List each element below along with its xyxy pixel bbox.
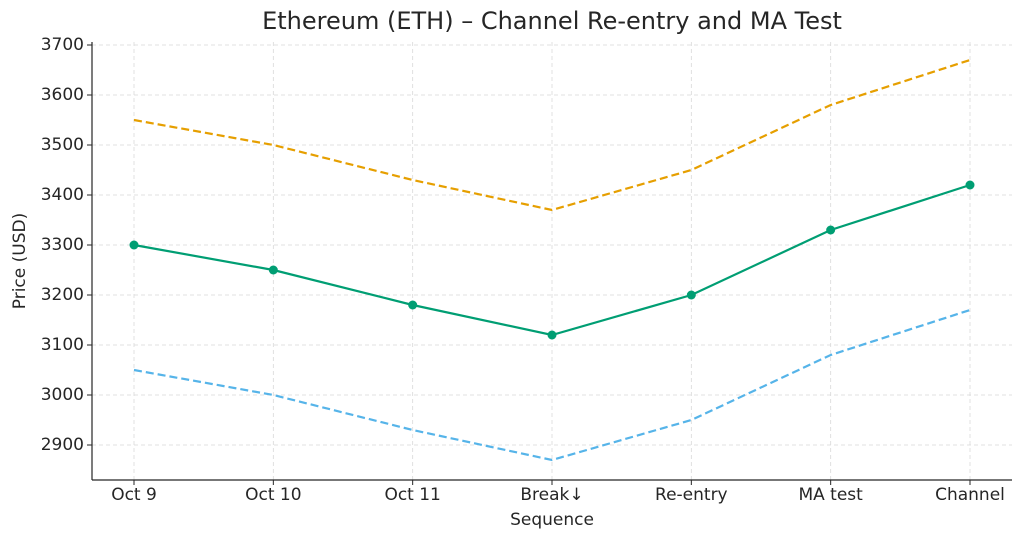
- y-tick-label: 3700: [41, 35, 84, 55]
- data-point: [686, 290, 696, 300]
- y-tick-label: 3600: [41, 85, 84, 105]
- data-point: [268, 265, 278, 275]
- x-tick-label: Oct 10: [245, 485, 301, 505]
- chart-title: Ethereum (ETH) – Channel Re-entry and MA…: [262, 7, 842, 35]
- y-tick-label: 3000: [41, 385, 84, 405]
- x-axis-label: Sequence: [510, 510, 594, 530]
- grid: [92, 42, 1012, 480]
- x-tick-label: Oct 11: [384, 485, 440, 505]
- x-tick-label: Break↓: [520, 485, 583, 505]
- series-line: [133, 308, 971, 462]
- y-tick-label: 3400: [41, 185, 84, 205]
- series-line: [133, 58, 971, 212]
- plot: [129, 58, 975, 462]
- data-point: [408, 300, 418, 310]
- y-tick-label: 2900: [41, 435, 84, 455]
- data-point: [547, 330, 557, 340]
- y-tick-label: 3500: [41, 135, 84, 155]
- y-tick-label: 3300: [41, 235, 84, 255]
- y-tick-label: 3100: [41, 335, 84, 355]
- y-axis-label: Price (USD): [10, 213, 30, 309]
- x-tick-label: MA test: [798, 485, 863, 505]
- x-tick-label: Oct 9: [111, 485, 157, 505]
- x-tick-label: Re-entry: [655, 485, 728, 505]
- data-point: [129, 240, 139, 250]
- data-point: [826, 225, 836, 235]
- y-tick-label: 3200: [41, 285, 84, 305]
- x-tick-label: Channel: [935, 485, 1005, 505]
- data-point: [965, 180, 975, 190]
